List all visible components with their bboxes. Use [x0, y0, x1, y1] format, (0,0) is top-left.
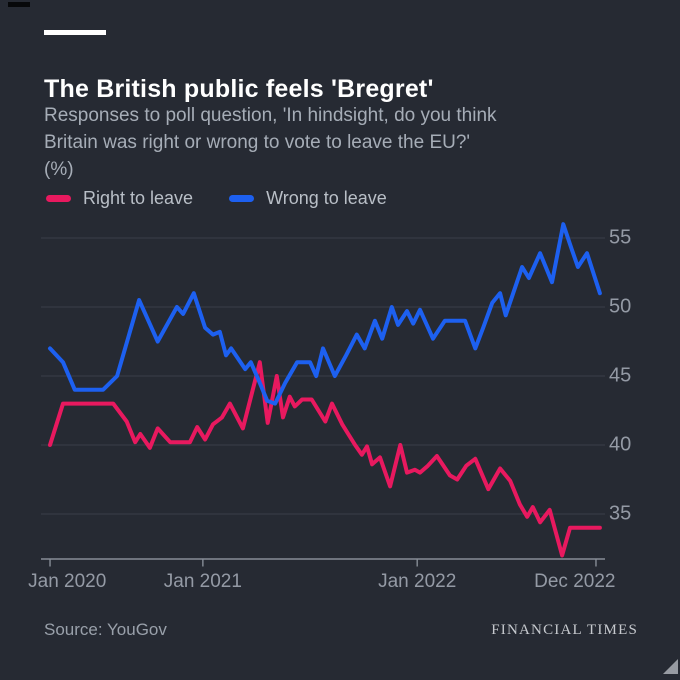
wrong-to-leave-swatch-icon: [229, 195, 255, 202]
brand-wordmark: FINANCIAL TIMES: [491, 622, 638, 638]
wrong-to-leave-line: [48, 222, 602, 406]
x-axis-label-1: Jan 2021: [163, 571, 242, 592]
right-to-leave-line: [48, 360, 602, 558]
x-axis-label-2: Jan 2022: [378, 571, 457, 592]
y-axis-label-50: 50: [609, 295, 632, 318]
page-title: The British public feels 'Bregret': [44, 74, 434, 103]
resize-handle-icon[interactable]: [663, 659, 678, 674]
subtitle-line-1: Responses to poll question, 'In hindsigh…: [44, 105, 497, 126]
y-axis-label-35: 35: [609, 502, 632, 525]
right-to-leave-swatch-icon: [46, 195, 71, 202]
x-axis-label-0: Jan 2020: [28, 571, 107, 592]
chart-legend: Right to leave Wrong to leave: [46, 188, 387, 209]
legend-item-wrong-to-leave: Wrong to leave: [229, 188, 387, 209]
legend-label: Wrong to leave: [266, 188, 387, 208]
y-axis-label-45: 45: [609, 364, 632, 387]
title-accent-bar: [44, 30, 106, 35]
legend-item-right-to-leave: Right to leave: [46, 188, 193, 209]
y-axis-label-55: 55: [609, 226, 632, 249]
subtitle-line-2: Britain was right or wrong to vote to le…: [44, 132, 471, 153]
subtitle-line-3: (%): [44, 159, 74, 180]
chart-subtitle: Responses to poll question, 'In hindsigh…: [44, 102, 644, 183]
y-axis-label-40: 40: [609, 433, 632, 456]
window-corner-mark: [8, 2, 30, 7]
x-axis-label-3: Dec 2022: [534, 571, 616, 592]
legend-label: Right to leave: [83, 188, 194, 208]
source-caption: Source: YouGov: [44, 620, 167, 639]
